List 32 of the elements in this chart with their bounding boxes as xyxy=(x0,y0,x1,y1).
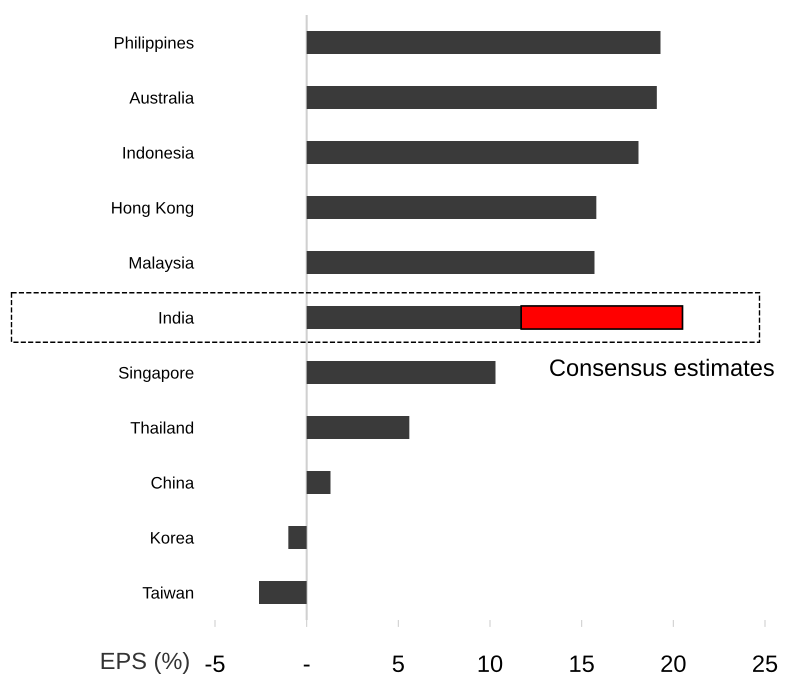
x-tick-label: - xyxy=(304,664,310,666)
bar xyxy=(288,526,307,550)
y-tick-label: Singapore xyxy=(118,366,194,382)
y-tick-label: Hong Kong xyxy=(112,202,194,217)
y-tick-label: Australia xyxy=(129,91,194,104)
y-tick-label: Malaysia xyxy=(130,256,194,272)
series-label: Consensus estimates xyxy=(550,358,774,376)
x-tick-label: 5 xyxy=(392,656,404,672)
y-tick-label: Korea xyxy=(151,532,194,544)
bar xyxy=(306,416,410,440)
y-tick-label: Indonesia xyxy=(123,146,194,159)
bar xyxy=(306,196,596,220)
bar xyxy=(306,470,330,494)
y-tick-label: Taiwan xyxy=(142,586,194,599)
x-axis-title: EPS (%) xyxy=(102,652,189,674)
x-tick-label: 15 xyxy=(570,656,594,672)
bar xyxy=(306,250,594,274)
bar xyxy=(306,360,496,384)
x-tick-label: 20 xyxy=(661,655,686,672)
y-tick-label: Thailand xyxy=(130,421,194,434)
x-tick-label: 10 xyxy=(478,655,502,672)
x-tick-label: 25 xyxy=(753,655,778,672)
bar xyxy=(259,580,307,604)
y-tick-label: India xyxy=(160,311,194,324)
x-tick-label: -5 xyxy=(206,656,225,672)
bar xyxy=(306,86,657,110)
bar xyxy=(520,305,684,330)
bar xyxy=(306,30,660,54)
y-tick-label: Philippines xyxy=(114,36,194,52)
bar xyxy=(306,140,638,164)
y-tick-label: China xyxy=(151,476,194,489)
bar xyxy=(306,306,522,330)
